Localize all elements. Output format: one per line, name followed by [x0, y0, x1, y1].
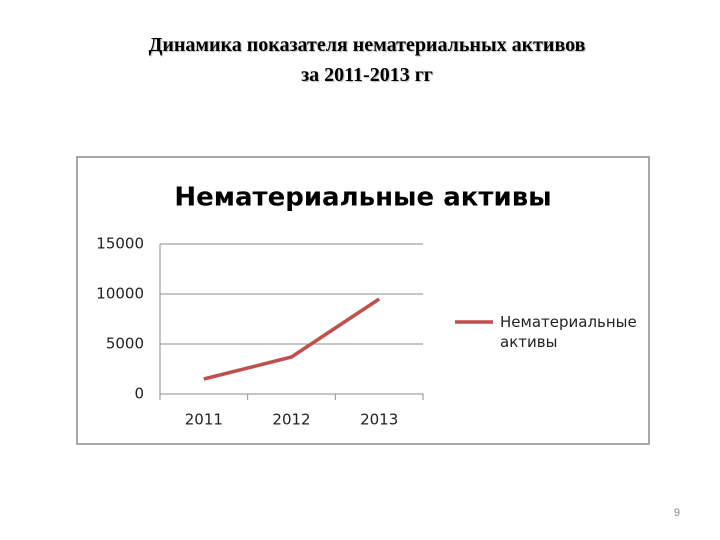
title-line: за 2011-2013 гг: [301, 64, 433, 86]
data-line: [203, 297, 381, 381]
slide-title: Динамика показателя нематериальных актив…: [0, 30, 720, 90]
chart-title: Нематериальные активы: [174, 183, 551, 213]
page-number: 9: [673, 507, 680, 519]
title-line: Динамика показателя нематериальных актив…: [148, 34, 586, 56]
x-tick-label: 2012: [272, 411, 310, 429]
x-tick-label: 2011: [185, 411, 223, 429]
y-tick-label: 0: [134, 385, 144, 403]
y-tick-label: 10000: [96, 285, 144, 303]
x-tick-label: 2013: [360, 411, 398, 429]
legend-label: Нематериальные активы: [500, 313, 637, 351]
y-tick-label: 5000: [106, 335, 144, 353]
y-tick-label: 15000: [96, 235, 144, 253]
chart-frame: [76, 156, 650, 445]
